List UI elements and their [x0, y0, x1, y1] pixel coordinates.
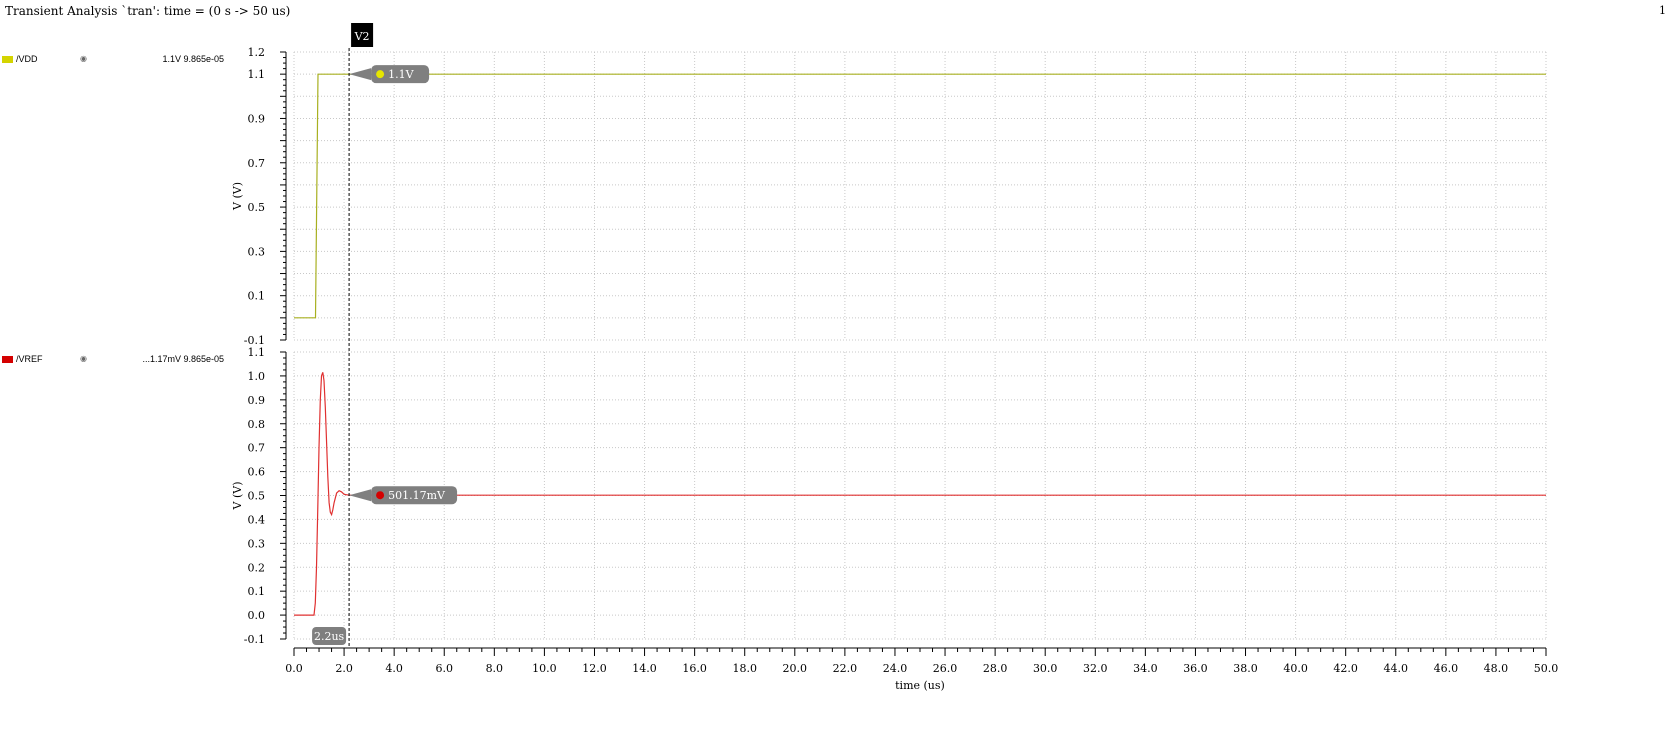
x-tick-label: 8.0: [486, 662, 504, 675]
y-tick-label: 1.1: [248, 346, 266, 359]
legend-entry-vdd[interactable]: /VDD ◉ 1.1V 9.865e-05: [2, 54, 224, 66]
y-tick-label: 1.0: [248, 370, 266, 383]
callout-value: 1.1V: [388, 68, 414, 81]
x-tick-label: 20.0: [783, 662, 808, 675]
chart-panel-2: -0.1 0.0 0.1 0.2 0.3 0.4 0.5 0.6 0.7 0.8 0.9 1.0 1.1…: [231, 346, 1547, 646]
y-tick-label: 0.4: [248, 513, 266, 526]
x-tick-label: 36.0: [1183, 662, 1208, 675]
legend-readout: 1.1V 9.865e-05: [162, 54, 224, 64]
x-tick-label: 48.0: [1484, 662, 1509, 675]
y-axis-label: V (V): [231, 482, 244, 511]
x-tick-label: 18.0: [732, 662, 757, 675]
x-tick-label: 40.0: [1283, 662, 1308, 675]
x-tick-label: 2.0: [335, 662, 353, 675]
x-tick-label: 32.0: [1083, 662, 1108, 675]
chart-panel-1: -0.1 0.1 0.3 0.5 0.7 0.9 1.1 1.2 V (V) 1.1V: [231, 46, 1547, 347]
legend-entry-vref[interactable]: /VREF ◉ ...1.17mV 9.865e-05: [2, 354, 224, 366]
marker-time-label: 2.2us: [314, 630, 345, 643]
x-tick-label: 50.0: [1534, 662, 1559, 675]
y-tick-label: 1.2: [248, 46, 266, 59]
x-tick-label: 10.0: [532, 662, 557, 675]
callout-box: [371, 486, 458, 505]
legend-name: /VREF: [16, 354, 43, 364]
x-tick-label: 12.0: [582, 662, 607, 675]
x-tick-label: 38.0: [1233, 662, 1258, 675]
x-tick-label: 42.0: [1333, 662, 1358, 675]
x-tick-label: 46.0: [1434, 662, 1459, 675]
y-tick-label: 0.9: [248, 112, 266, 125]
marker-label: V2: [354, 30, 370, 43]
x-tick-label: 6.0: [435, 662, 453, 675]
legend-name: /VDD: [16, 54, 38, 64]
y-tick-label: 0.3: [248, 537, 266, 550]
callout-dot: [376, 70, 385, 79]
eye-icon[interactable]: ◉: [80, 354, 87, 363]
callout-box: [371, 65, 430, 84]
x-tick-label: 28.0: [983, 662, 1008, 675]
y-tick-label: 0.3: [248, 245, 266, 258]
analysis-title: Transient Analysis `tran': time = (0 s -…: [5, 4, 291, 18]
y-axis-label: V (V): [231, 182, 244, 211]
eye-icon[interactable]: ◉: [80, 54, 87, 63]
callout-dot: [376, 491, 385, 500]
x-tick-label: 30.0: [1033, 662, 1058, 675]
x-axis-label: time (us): [895, 679, 945, 692]
page-number: 1: [1659, 4, 1666, 17]
x-tick-label: 16.0: [682, 662, 707, 675]
y-tick-label: 0.1: [248, 290, 266, 303]
x-tick-label: 22.0: [833, 662, 858, 675]
y-tick-label: 0.7: [248, 157, 266, 170]
callout-pointer: [349, 489, 372, 502]
series-line-vref: [294, 372, 1546, 616]
x-tick-label: 0.0: [285, 662, 303, 675]
x-tick-label: 26.0: [933, 662, 958, 675]
x-tick-label: 34.0: [1133, 662, 1158, 675]
callout-value: 501.17mV: [388, 489, 446, 502]
y-tick-label: 0.2: [248, 561, 266, 574]
x-tick-label: 24.0: [883, 662, 908, 675]
callout-pointer: [349, 68, 372, 81]
marker-time-box: [312, 627, 347, 645]
y-tick-label: -0.1: [244, 633, 265, 646]
marker-tag[interactable]: [351, 23, 374, 47]
y-tick-label: 0.6: [248, 466, 266, 479]
x-tick-label: 44.0: [1384, 662, 1409, 675]
y-tick-label: 0.8: [248, 418, 266, 431]
y-tick-label: 0.0: [248, 609, 266, 622]
series-line-vdd: [294, 73, 1546, 319]
y-tick-label: 0.7: [248, 442, 266, 455]
y-tick-label: -0.1: [244, 334, 265, 347]
y-tick-label: 0.5: [248, 201, 266, 214]
legend-swatch: [2, 56, 13, 63]
x-tick-label: 4.0: [385, 662, 403, 675]
y-tick-label: 1.1: [248, 68, 266, 81]
y-tick-label: 0.9: [248, 394, 266, 407]
y-tick-label: 0.1: [248, 585, 266, 598]
legend-swatch: [2, 356, 13, 363]
x-tick-label: 14.0: [632, 662, 657, 675]
y-tick-label: 0.5: [248, 490, 266, 503]
legend-readout: ...1.17mV 9.865e-05: [142, 354, 224, 364]
